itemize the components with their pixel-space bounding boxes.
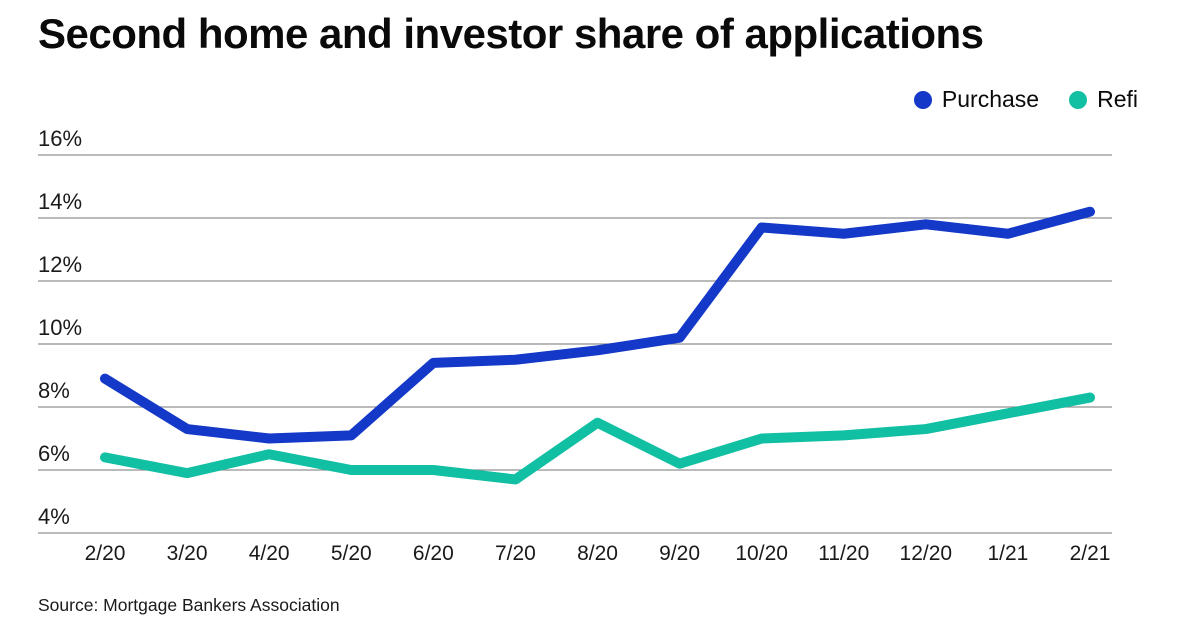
x-tick-label-5/20: 5/20 (331, 542, 372, 565)
legend-label: Purchase (941, 86, 1040, 112)
legend-item-refi: Refi (1069, 86, 1138, 113)
series-line-purchase (100, 206, 1095, 444)
legend-dot-refi (1069, 90, 1088, 109)
y-tick-label-14: 14% (38, 189, 82, 214)
x-tick-label-1/21: 1/21 (987, 542, 1028, 565)
x-tick-label-4/20: 4/20 (249, 542, 290, 565)
x-tick-label-3/20: 3/20 (167, 542, 208, 565)
x-tick-label-12/20: 12/20 (900, 542, 953, 565)
x-tick-label-11/20: 11/20 (818, 542, 869, 565)
chart-title: Second home and investor share of applic… (38, 10, 984, 57)
legend-item-purchase: Purchase (913, 86, 1040, 113)
y-tick-label-16: 16% (38, 126, 82, 151)
y-tick-label-10: 10% (38, 315, 82, 340)
y-tick-label-8: 8% (38, 378, 70, 403)
legend-dot-purchase (913, 90, 932, 109)
x-tick-label-2/20: 2/20 (85, 542, 126, 565)
x-tick-label-9/20: 9/20 (659, 542, 700, 565)
x-tick-label-7/20: 7/20 (495, 542, 536, 565)
x-tick-label-8/20: 8/20 (577, 542, 618, 565)
series-line-refi (100, 392, 1095, 485)
x-tick-label-10/20: 10/20 (735, 542, 788, 565)
source-attribution: Source: Mortgage Bankers Association (38, 595, 340, 615)
x-tick-label-2/21: 2/21 (1070, 542, 1111, 565)
y-tick-label-6: 6% (38, 441, 70, 466)
chart-legend: Purchase Refi (913, 86, 1138, 113)
x-tick-label-6/20: 6/20 (413, 542, 454, 565)
y-tick-label-4: 4% (38, 504, 70, 529)
y-tick-label-12: 12% (38, 252, 82, 277)
legend-label: Refi (1097, 86, 1138, 112)
